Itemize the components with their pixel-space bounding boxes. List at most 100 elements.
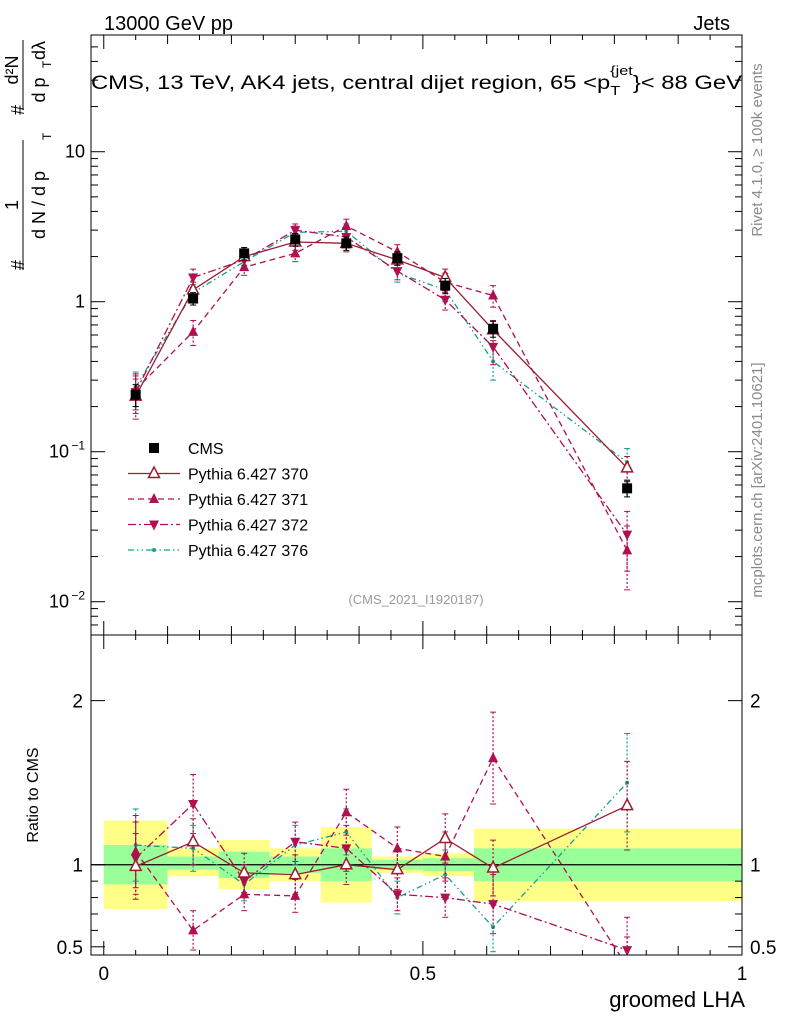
title-suffix: }< 88 GeV: [633, 73, 743, 94]
legend-entry-0: CMS: [149, 441, 224, 458]
ratio-series-1: [130, 711, 632, 970]
legend-marker: [149, 493, 159, 503]
ratio-axes: 0.5 0.51 12 20 0.5 1: [57, 635, 776, 985]
ratio-point: [390, 861, 405, 875]
main-point: [620, 459, 634, 473]
ratio-point: [443, 872, 448, 877]
main-point: [622, 483, 633, 494]
main-point: [188, 325, 199, 336]
ratio-point: [392, 890, 403, 901]
main-point: [130, 389, 141, 400]
ratio-ytick-label-right: 2: [750, 692, 761, 713]
main-line: [135, 241, 628, 469]
ratio-point: [488, 752, 499, 763]
ratio-xtick-label: 0.5: [410, 964, 436, 985]
main-ytick-label: 10: [65, 142, 85, 162]
legend-marker: [152, 548, 156, 552]
ratio-point: [488, 900, 499, 911]
ratio-xlabel: groomed LHA: [609, 987, 745, 1012]
ratio-ytick-label: 1: [72, 856, 83, 877]
main-point: [488, 323, 499, 334]
ratio-point: [290, 889, 301, 900]
main-point: [440, 295, 451, 306]
ylabel-den2-sub: T: [40, 60, 54, 68]
legend-marker: [149, 443, 159, 453]
legend-entry-2: Pythia 6.427 371: [128, 492, 308, 509]
ylabel-den2: d p: [29, 77, 49, 102]
ratio-point: [486, 859, 500, 873]
main-point: [290, 247, 301, 258]
ylabel-num1: 1: [2, 200, 22, 210]
legend-label: Pythia 6.427 376: [188, 543, 308, 560]
main-point: [239, 261, 250, 272]
ylabel-hash: #: [8, 260, 28, 270]
legend-label: CMS: [188, 441, 224, 458]
main-ytick-label: 10: [49, 592, 69, 612]
ratio-bands: [91, 820, 742, 910]
ratio-ytick-label-right: 1: [750, 856, 761, 877]
legend-entry-1: Pythia 6.427 370: [128, 465, 308, 484]
header-right-label: Jets: [693, 13, 730, 35]
mcplots-label: mcplots.cern.ch [arXiv:2401.10621]: [749, 362, 766, 597]
main-title: CMS, 13 TeV, AK4 jets, central dijet reg…: [91, 63, 742, 98]
ylabel-num2: d²N: [2, 55, 22, 84]
ratio-point: [186, 833, 200, 847]
ratio-point: [128, 858, 143, 872]
ratio-point: [237, 864, 251, 878]
ratio-point: [438, 830, 452, 844]
main-point: [622, 544, 633, 555]
ratio-point: [288, 866, 302, 880]
legend-marker: [147, 465, 161, 479]
main-line: [135, 230, 628, 463]
ratio-point: [339, 856, 354, 870]
main-ytick-label: 10: [49, 442, 69, 462]
ylabel-den1: d N / d p: [29, 171, 49, 239]
main-ytick-exp: −2: [71, 589, 85, 603]
ratio-series-0: [128, 760, 634, 900]
ratio-point: [290, 837, 301, 848]
ratio-point: [188, 924, 199, 935]
main-point: [290, 234, 301, 245]
legend-marker: [149, 520, 159, 531]
main-point: [188, 273, 199, 284]
title-sub: T: [610, 83, 620, 98]
main-ytick-label: 1: [75, 292, 85, 312]
title-sup: {jet: [610, 63, 633, 78]
ratio-point: [188, 800, 199, 811]
main-ytick-exp: −1: [71, 439, 85, 453]
legend-label: Pythia 6.427 370: [188, 467, 308, 484]
ratio-series: [128, 711, 634, 970]
ratio-point: [239, 888, 250, 899]
ylabel-dlambda: dλ: [29, 41, 49, 60]
legend-label: Pythia 6.427 372: [188, 518, 308, 535]
main-point: [392, 267, 403, 278]
main-point: [488, 289, 499, 300]
main-series-0: [130, 232, 633, 498]
ratio-ytick-label: 2: [72, 692, 83, 713]
main-point: [188, 293, 199, 304]
watermark: (CMS_2021_I1920187): [348, 592, 483, 607]
legend-entry-4: Pythia 6.427 376: [128, 543, 308, 560]
title-prefix: CMS, 13 TeV, AK4 jets, central dijet reg…: [91, 73, 610, 94]
ratio-xtick-label: 1: [737, 964, 748, 985]
ratio-point: [620, 797, 634, 811]
header-left-label: 13000 GeV pp: [104, 13, 233, 35]
main-series: [128, 218, 634, 591]
ratio-series-inner: [128, 711, 634, 970]
main-ylabel: # 1 d N / d p T # d²N d p T dλ: [2, 40, 54, 270]
main-point: [440, 280, 451, 291]
ratio-ytick-label: 0.5: [57, 938, 83, 959]
main-point: [290, 226, 301, 237]
main-point: [341, 219, 352, 230]
ratio-ylabel: Ratio to CMS: [25, 747, 42, 842]
main-point: [392, 253, 403, 264]
main-point: [341, 238, 352, 249]
ratio-point: [622, 960, 632, 970]
ratio-point: [440, 893, 451, 904]
ratio-point: [344, 829, 349, 834]
main-line: [135, 229, 628, 535]
legend-label: Pythia 6.427 371: [188, 492, 308, 509]
ylabel-den1-sub: T: [40, 132, 54, 140]
